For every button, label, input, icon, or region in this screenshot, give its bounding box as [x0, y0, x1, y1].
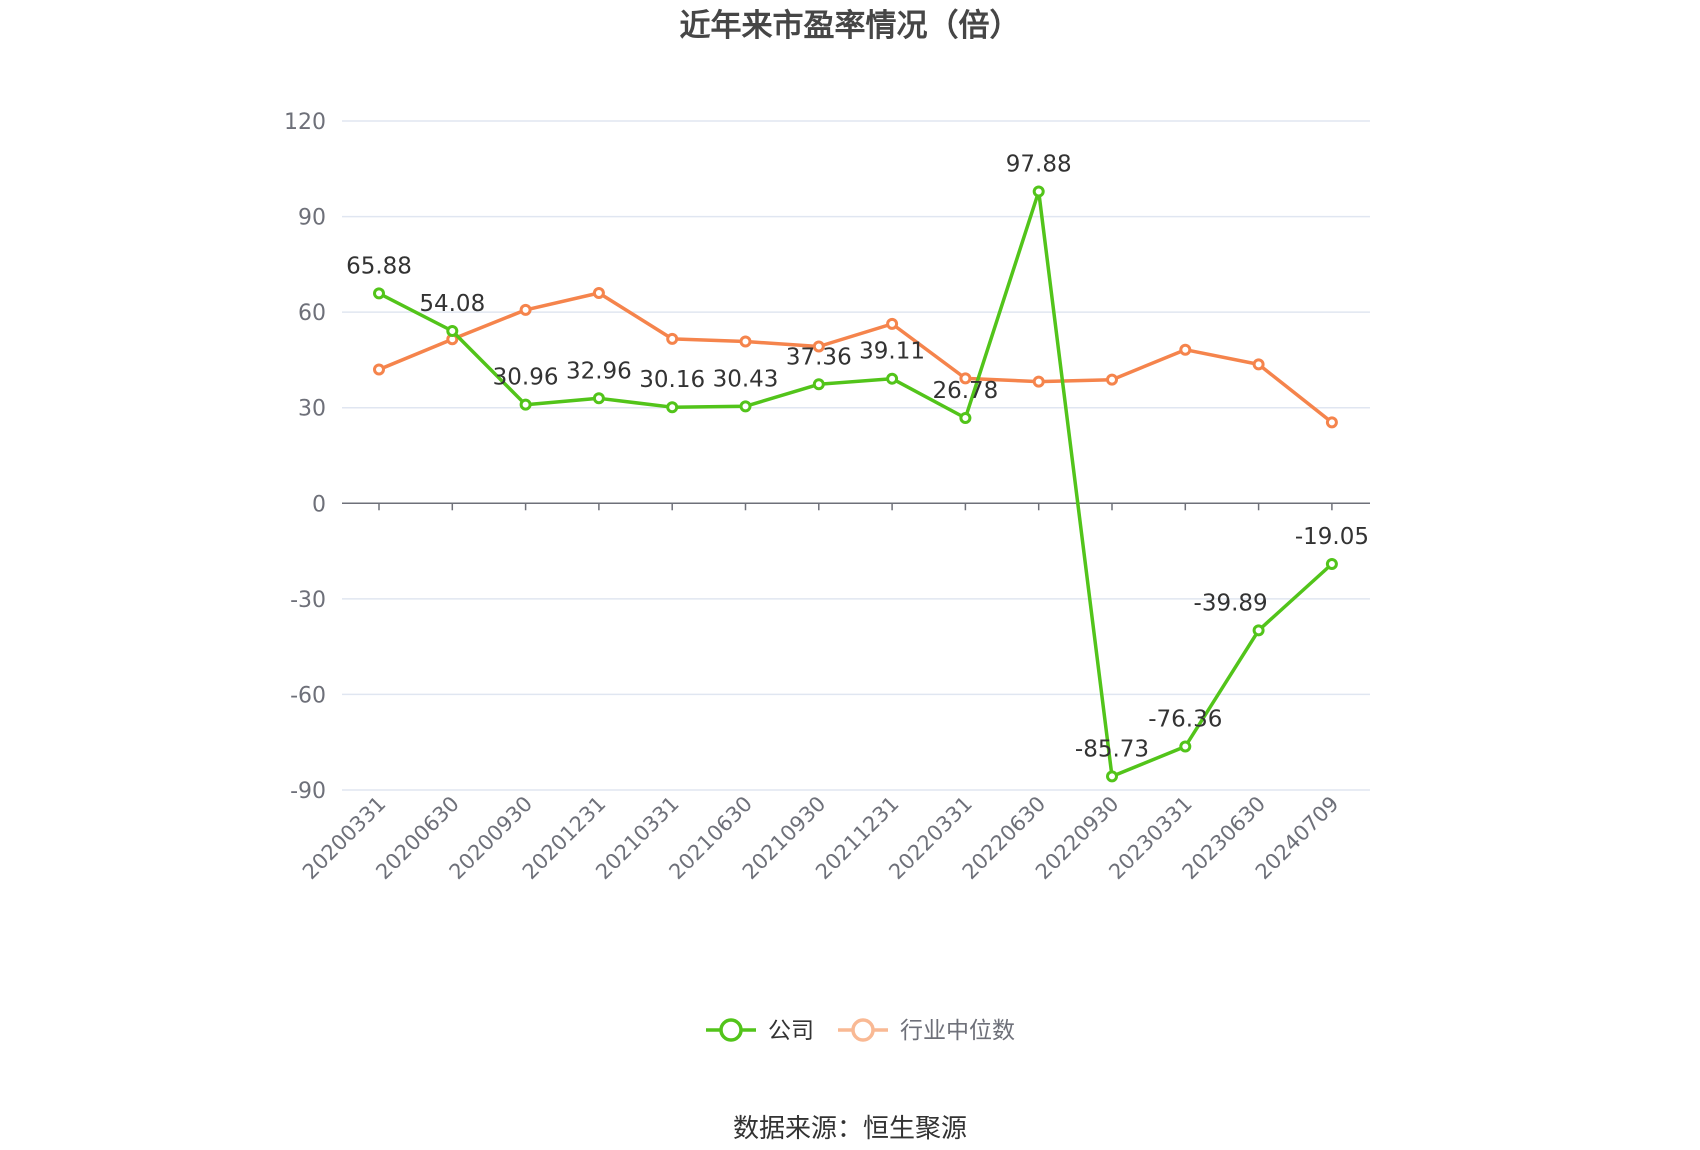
data-point — [592, 392, 605, 405]
data-point — [519, 303, 532, 316]
legend: 公司 行业中位数 — [706, 1018, 1015, 1044]
data-point — [959, 411, 972, 424]
data-point — [1252, 624, 1265, 637]
series-line — [378, 291, 1333, 424]
data-labels: 65.88 54.08 30.96 32.96 30.16 30.43 37.36 39.11… — [346, 151, 1369, 762]
legend-label: 公司 — [768, 1018, 814, 1044]
series-line — [378, 189, 1334, 779]
data-point — [1252, 358, 1265, 371]
y-tick-label: 0 — [312, 492, 326, 517]
data-label: 26.78 — [932, 378, 998, 404]
data-label: 30.43 — [713, 366, 779, 392]
data-point — [373, 287, 385, 300]
y-tick-label: -60 — [290, 683, 326, 708]
data-point — [666, 332, 679, 345]
series-公司 — [373, 185, 1338, 783]
data-point — [666, 401, 679, 414]
legend-marker — [719, 1018, 743, 1042]
data-point — [519, 398, 532, 411]
y-tick-label: 120 — [284, 110, 326, 135]
data-label: -19.05 — [1295, 524, 1369, 550]
data-label: -85.73 — [1075, 736, 1149, 762]
legend-marker — [851, 1018, 875, 1042]
data-point — [446, 325, 459, 338]
y-tick-label: 30 — [298, 397, 326, 422]
data-point — [959, 372, 972, 385]
y-tick-label: 60 — [298, 301, 326, 326]
data-point — [739, 400, 752, 413]
data-point — [812, 340, 825, 353]
data-label: 97.88 — [1006, 151, 1072, 177]
data-point — [812, 378, 825, 391]
data-label: 37.36 — [786, 344, 852, 370]
data-point — [592, 287, 605, 300]
legend-item-行业中位数: 行业中位数 — [838, 1018, 1015, 1044]
data-label: 30.96 — [493, 365, 559, 391]
data-point — [1032, 185, 1045, 198]
data-label: -39.89 — [1194, 590, 1268, 616]
y-axis: 120 90 60 30 0 -30 -60 -90 — [284, 110, 326, 804]
grid-lines — [342, 120, 1370, 791]
data-label: 54.08 — [419, 291, 485, 317]
data-point — [1106, 770, 1118, 783]
chart-title: 近年来市盈率情况（倍） — [680, 8, 1021, 44]
data-point — [1179, 740, 1192, 753]
data-label: 39.11 — [859, 339, 925, 365]
data-point — [1179, 343, 1192, 356]
data-label: -76.36 — [1148, 707, 1222, 733]
data-point — [373, 363, 385, 376]
legend-item-公司: 公司 — [706, 1018, 814, 1044]
data-label: 65.88 — [346, 253, 412, 279]
series-行业中位数 — [373, 287, 1338, 429]
data-point — [1106, 373, 1118, 386]
data-label: 30.16 — [639, 367, 705, 393]
data-point — [739, 335, 752, 348]
data-point — [1032, 375, 1045, 388]
y-tick-label: 90 — [298, 206, 326, 231]
legend-label: 行业中位数 — [900, 1018, 1015, 1044]
data-point — [1325, 557, 1338, 570]
source-note: 数据来源：恒生聚源 — [733, 1114, 967, 1144]
data-point — [886, 317, 899, 330]
data-label: 32.96 — [566, 358, 632, 384]
y-tick-label: -90 — [290, 779, 326, 804]
data-point — [1325, 416, 1338, 429]
y-tick-label: -30 — [290, 588, 326, 613]
series-layer — [373, 185, 1338, 783]
data-point — [886, 372, 899, 385]
